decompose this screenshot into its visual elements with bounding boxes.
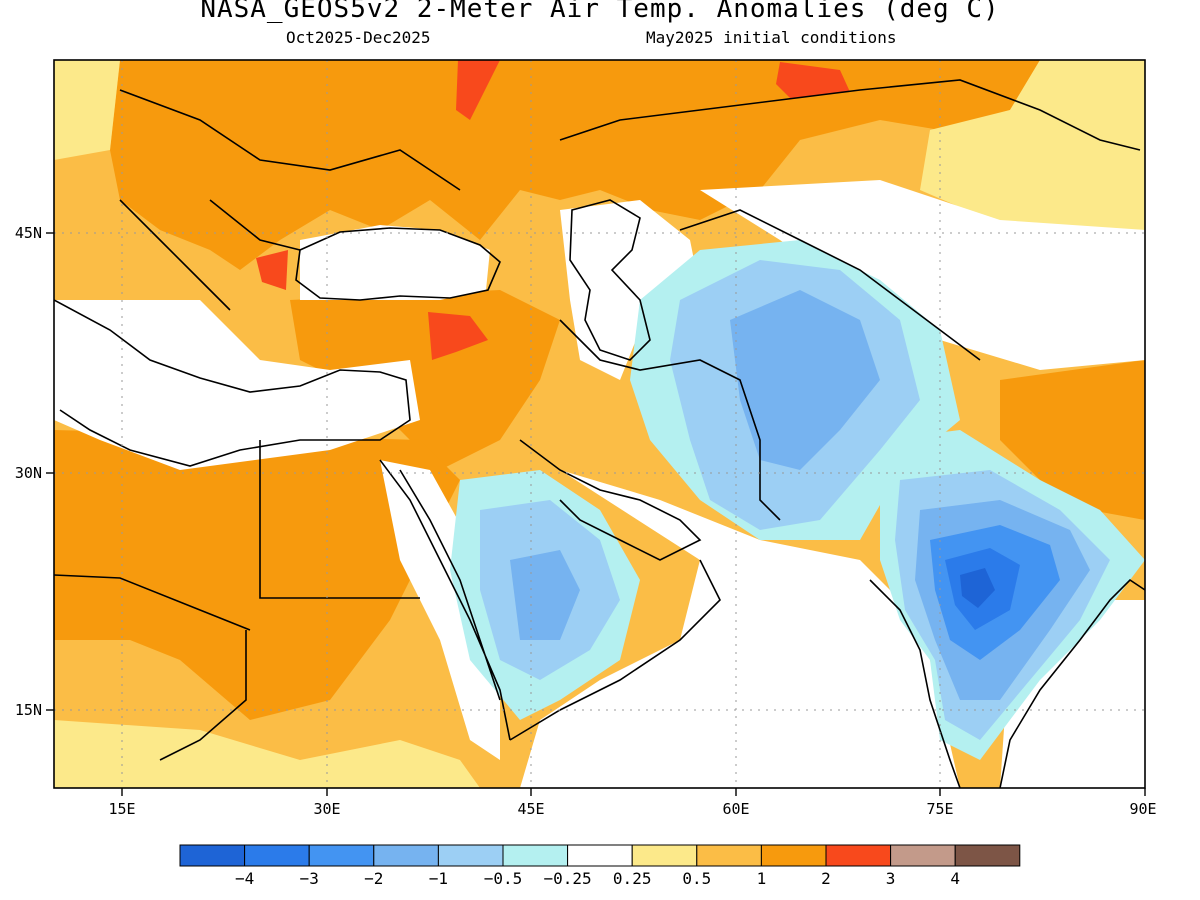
gulf-coast: [519, 439, 702, 561]
lat-tick-15n: 15N: [15, 701, 42, 719]
colorbar-swatch: [373, 844, 439, 867]
mediterranean-coast: [54, 299, 411, 467]
graticule: [54, 60, 1145, 788]
europe-borders: [119, 89, 461, 311]
colorbar-label: −4: [234, 869, 255, 888]
russia-border: [559, 79, 1141, 151]
anomaly-fill-hot-1: [456, 60, 500, 120]
colorbar-swatch: [179, 844, 246, 867]
colorbar-swatch: [437, 844, 504, 867]
coastlines: [54, 79, 1145, 788]
colorbar-label: −1: [428, 869, 449, 888]
map-frame: [53, 59, 1146, 789]
india-coast: [869, 578, 1145, 788]
anomaly-field: [54, 60, 1145, 788]
anomaly-fill-light-warm-3: [54, 720, 480, 788]
redsea-coast: [379, 459, 511, 741]
anomaly-fill-strong-warm-north: [110, 60, 1040, 270]
anomaly-fill-neutral-blacksea: [300, 225, 490, 300]
anomaly-fill-hot-4: [428, 312, 488, 360]
anomaly-fill-light-warm-1: [54, 60, 120, 160]
lon-tick-15e: 15E: [108, 800, 135, 818]
colorbar: [179, 844, 1021, 867]
lat-tick-30n: 30N: [15, 464, 42, 482]
colorbar-label: 0.25: [612, 869, 652, 888]
colorbar-label: −2: [364, 869, 384, 888]
anomaly-fill-strong-warm-east: [1000, 360, 1145, 520]
anomaly-fill-strong-warm-anatolia: [290, 290, 560, 470]
colorbar-swatch: [696, 844, 762, 867]
anomaly-fill-hot-2: [776, 62, 850, 98]
colorbar-label: 2: [821, 869, 831, 888]
colorbar-swatch: [244, 844, 310, 867]
colorbar-label: −0.5: [483, 869, 523, 888]
colorbar-label: 1: [756, 869, 767, 888]
colorbar-swatch: [567, 844, 633, 867]
lon-tick-30e: 30E: [313, 800, 340, 818]
anomaly-fill-neutral-med: [54, 300, 420, 470]
lon-tick-90e: 90E: [1129, 800, 1156, 818]
africa-borders: [54, 440, 420, 761]
map-title: NASA_GEOS5v2 2-Meter Air Temp. Anomalies…: [200, 0, 1000, 24]
axis-ticks: [46, 232, 1146, 796]
colorbar-label: −0.25: [543, 869, 592, 888]
colorbar-swatch: [502, 844, 569, 867]
colorbar-swatch: [890, 844, 956, 867]
anomaly-fill-cool-1-iran: [730, 290, 880, 470]
initial-conditions: May2025 initial conditions: [646, 28, 897, 47]
colorbar-swatch: [825, 844, 892, 867]
iran-border: [559, 319, 781, 521]
anomaly-fill-cool-1-arabia: [510, 550, 580, 640]
anomaly-fill-neutral-centralasia: [700, 180, 1145, 370]
anomaly-fill-cool-4-india: [960, 568, 995, 608]
anomaly-fill-strong-warm-africa: [54, 430, 460, 720]
anomaly-fill-neutral-redsea: [380, 460, 500, 760]
lat-tick-45n: 45N: [15, 224, 42, 242]
colorbar-label: −3: [299, 869, 319, 888]
forecast-period: Oct2025-Dec2025: [286, 28, 431, 47]
blacksea-coast: [295, 227, 501, 301]
anomaly-fill-hot-3: [256, 250, 288, 290]
caspian-coast: [569, 199, 651, 361]
anomaly-fill-neutral-arabiansea: [520, 470, 960, 788]
lon-tick-60e: 60E: [722, 800, 749, 818]
lon-tick-75e: 75E: [926, 800, 953, 818]
colorbar-swatch: [954, 844, 1021, 867]
colorbar-label: 4: [950, 869, 961, 888]
lon-tick-45e: 45E: [517, 800, 544, 818]
central-asia-border: [679, 209, 981, 361]
colorbar-swatch: [631, 844, 698, 867]
anomaly-fill-light-warm-2: [920, 60, 1145, 240]
colorbar-swatch: [308, 844, 375, 867]
arabia-south-coast: [509, 559, 721, 741]
colorbar-label: 0.5: [682, 869, 712, 888]
colorbar-label: 3: [885, 869, 896, 888]
colorbar-swatch: [760, 844, 827, 867]
